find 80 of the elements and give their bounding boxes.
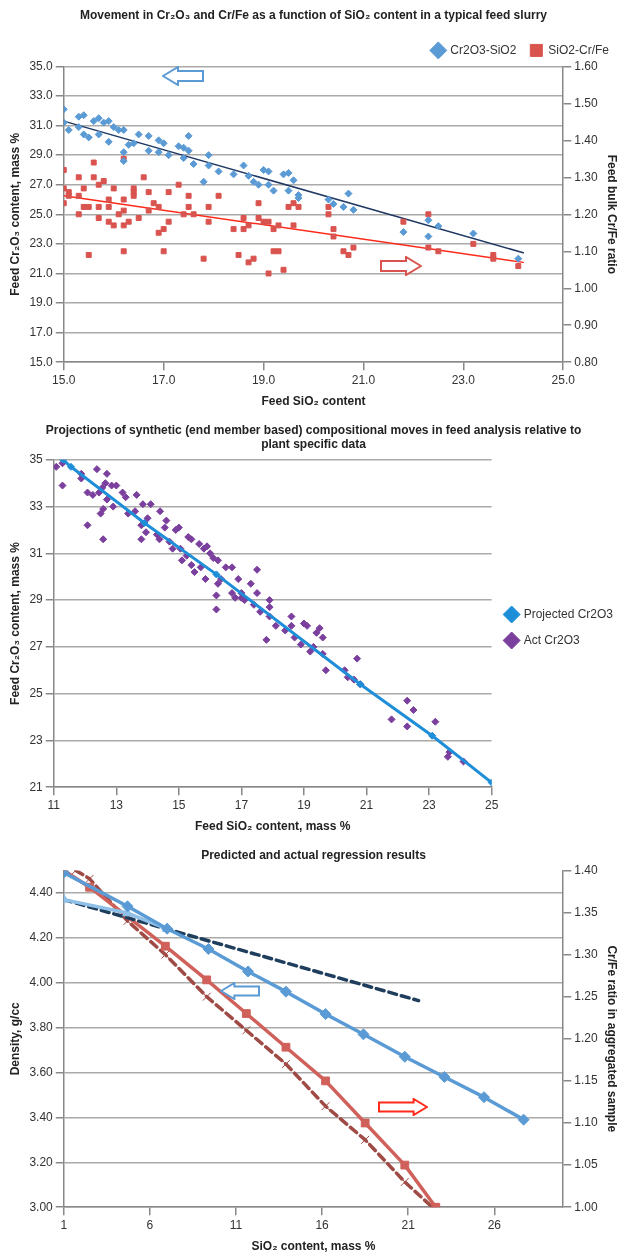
y-tick-label: 3.60 bbox=[29, 1064, 54, 1079]
chart-title: Predicted and actual regression results bbox=[201, 847, 427, 862]
x-tick-label: 11 bbox=[229, 1217, 243, 1232]
y-tick-label: 27.0 bbox=[29, 177, 54, 192]
y-tick-label: 3.80 bbox=[29, 1019, 54, 1034]
x-tick-label: 19.0 bbox=[251, 372, 276, 387]
y-tick-label: 23 bbox=[29, 732, 44, 747]
y-tick-label: 29.0 bbox=[29, 147, 54, 162]
y-tick-label: 31.0 bbox=[29, 117, 54, 132]
legend-label: Cr2O3-SiO2 bbox=[450, 42, 517, 57]
y2-tick-label: 1.15 bbox=[574, 1073, 598, 1088]
y-tick-label: 4.20 bbox=[29, 930, 54, 945]
y2-tick-label: 1.35 bbox=[574, 904, 598, 919]
x-tick-label: 16 bbox=[315, 1217, 330, 1232]
y2-tick-label: 1.05 bbox=[574, 1157, 598, 1172]
y-tick-label: 4.40 bbox=[29, 885, 54, 900]
x-tick-label: 21.0 bbox=[351, 372, 376, 387]
y-tick-label: 19.0 bbox=[29, 295, 54, 310]
y-tick-label: 29 bbox=[29, 592, 44, 607]
y-tick-label: 3.40 bbox=[29, 1109, 54, 1124]
y-tick-label: 15.0 bbox=[29, 354, 54, 369]
y2-tick-label: 0.80 bbox=[574, 354, 598, 369]
chart-title: Projections of synthetic (end member based) compositional moves in feed analysis relative to plant specific data bbox=[45, 422, 582, 451]
y2-tick-label: 1.20 bbox=[574, 1031, 598, 1046]
y-tick-label: 17.0 bbox=[29, 324, 54, 339]
x-tick-label: 6 bbox=[146, 1217, 154, 1232]
y2-tick-label: 1.60 bbox=[574, 58, 598, 73]
y-tick-label: 4.00 bbox=[29, 974, 54, 989]
y-tick-label: 25 bbox=[29, 685, 44, 700]
y2-tick-label: 1.30 bbox=[574, 169, 598, 184]
x-axis-title: Feed SiO₂ content bbox=[261, 394, 366, 409]
y-tick-label: 33.0 bbox=[29, 88, 54, 103]
x-tick-label: 26 bbox=[487, 1217, 502, 1232]
y-tick-label: 25.0 bbox=[29, 206, 54, 221]
y2-tick-label: 1.00 bbox=[574, 280, 598, 295]
legend-label: Projected Cr2O3 bbox=[523, 606, 614, 621]
y2-tick-label: 1.25 bbox=[574, 989, 598, 1004]
y2-axis-title: Cr/Fe ratio in aggregated sample bbox=[605, 945, 620, 1133]
x-tick-label: 13 bbox=[109, 797, 124, 812]
y-tick-label: 21 bbox=[29, 779, 44, 794]
legend-label: Act Cr2O3 bbox=[523, 632, 580, 647]
y-axis-title: Feed Cr₂O₃ content, mass % bbox=[7, 132, 22, 296]
y-tick-label: 35.0 bbox=[29, 58, 54, 73]
y-axis-title: Density, g/cc bbox=[7, 1001, 22, 1076]
x-tick-label: 15.0 bbox=[52, 372, 76, 387]
x-tick-label: 25 bbox=[484, 797, 499, 812]
x-tick-label: 15 bbox=[172, 797, 186, 812]
y2-axis-title: Feed bulk Cr/Fe ratio bbox=[605, 154, 620, 274]
y2-tick-label: 0.90 bbox=[574, 317, 598, 332]
chart-title: Movement in Cr₂O₃ and Cr/Fe as a function of SiO₂ content in a typical feed slurry bbox=[80, 7, 548, 22]
y2-tick-label: 1.40 bbox=[574, 862, 598, 877]
y-tick-label: 3.20 bbox=[29, 1154, 54, 1169]
y-tick-label: 33 bbox=[29, 498, 44, 513]
x-tick-label: 23.0 bbox=[451, 372, 476, 387]
legend-label: SiO2-Cr/Fe bbox=[548, 42, 610, 57]
x-tick-label: 23 bbox=[422, 797, 437, 812]
y2-tick-label: 1.00 bbox=[574, 1199, 598, 1214]
y2-tick-label: 1.10 bbox=[574, 243, 598, 258]
x-tick-label: 25.0 bbox=[551, 372, 576, 387]
y-tick-label: 21.0 bbox=[29, 265, 54, 280]
y2-tick-label: 1.50 bbox=[574, 95, 598, 110]
x-tick-label: 19 bbox=[297, 797, 311, 812]
x-tick-label: 17.0 bbox=[151, 372, 176, 387]
x-axis-title: Feed SiO₂ content, mass % bbox=[195, 819, 351, 834]
x-tick-label: 17 bbox=[234, 797, 249, 812]
x-tick-label: 11 bbox=[47, 797, 61, 812]
y-axis-title: Feed Cr₂O₃ content, mass % bbox=[7, 541, 22, 705]
y-tick-label: 3.00 bbox=[29, 1199, 54, 1214]
x-tick-label: 21 bbox=[359, 797, 374, 812]
x-tick-label: 1 bbox=[60, 1217, 68, 1232]
y-tick-label: 27 bbox=[29, 639, 44, 654]
y2-tick-label: 1.20 bbox=[574, 206, 598, 221]
y2-tick-label: 1.30 bbox=[574, 946, 598, 961]
y-tick-label: 35 bbox=[29, 452, 44, 467]
y2-tick-label: 1.40 bbox=[574, 132, 598, 147]
x-tick-label: 21 bbox=[401, 1217, 416, 1232]
y2-tick-label: 1.10 bbox=[574, 1115, 598, 1130]
y-tick-label: 23.0 bbox=[29, 236, 54, 251]
x-axis-title: SiO₂ content, mass % bbox=[251, 1239, 376, 1254]
y-tick-label: 31 bbox=[29, 545, 44, 560]
